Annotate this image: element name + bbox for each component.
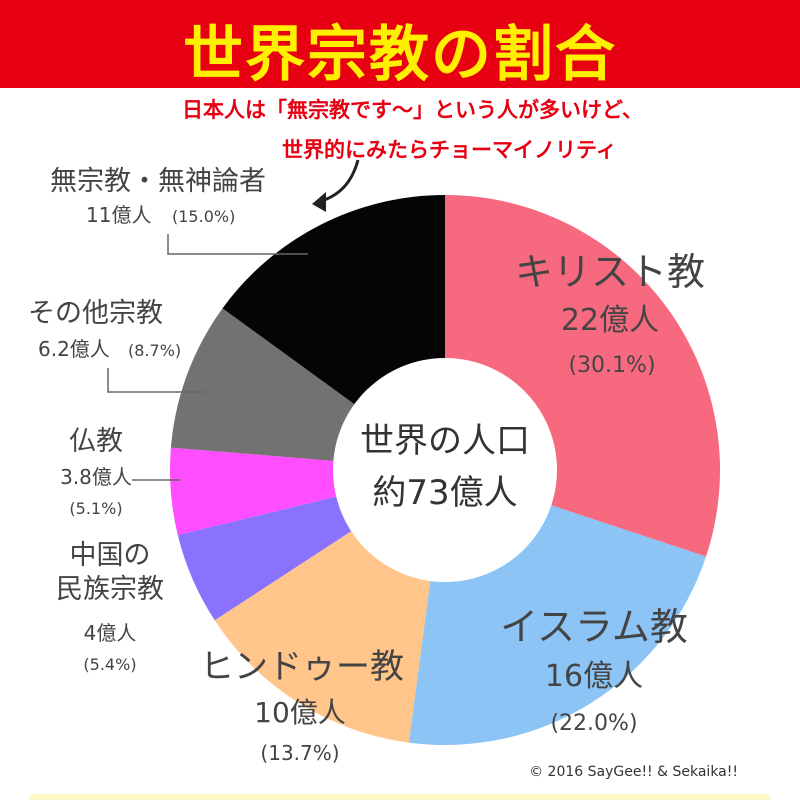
slice-value-other: 6.2億人 <box>38 337 110 361</box>
slice-label-christianity: キリスト教 <box>515 250 705 294</box>
slice-label-irreligious: 無宗教・無神論者 <box>50 166 266 197</box>
slice-value-hinduism: 10億人 <box>254 696 346 729</box>
slice-value-buddhism: 3.8億人 <box>60 465 132 489</box>
slice-percent-christianity: (30.1%) <box>568 353 655 378</box>
center-label-1: 世界の人口 <box>360 421 530 461</box>
leader-line-other <box>107 368 205 393</box>
center-label-2: 約73億人 <box>372 473 517 513</box>
slice-percent-irreligious: (15.0%) <box>172 207 235 226</box>
slice-percent-other: (8.7%) <box>128 341 181 360</box>
slice-value-chinese-folk: 4億人 <box>84 621 137 645</box>
chart-title: 世界宗教の割合 <box>183 20 617 90</box>
leader-line-irreligious <box>167 234 308 255</box>
arrow-head-icon <box>312 192 326 212</box>
slice-value-islam: 16億人 <box>545 659 643 694</box>
slice-value-irreligious: 11億人 <box>86 203 151 227</box>
slice-value-christianity: 22億人 <box>561 303 659 338</box>
slice-label-other: その他宗教 <box>28 298 163 329</box>
bottom-strip <box>30 794 770 800</box>
leader-lines <box>107 234 308 481</box>
slice-label-chinese-folk: 中国の民族宗教 <box>56 540 164 605</box>
donut-hole <box>333 358 557 582</box>
slice-label-islam: イスラム教 <box>500 605 688 649</box>
slice-percent-chinese-folk: (5.4%) <box>83 655 136 674</box>
title-banner: 世界宗教の割合 <box>0 0 800 90</box>
slice-percent-islam: (22.0%) <box>550 711 637 736</box>
slice-percent-buddhism: (5.1%) <box>69 499 122 518</box>
copyright: © 2016 SayGee!! & Sekaika!! <box>529 764 738 780</box>
annotation-line-1: 日本人は「無宗教です～」という人が多いけど、 <box>182 98 643 122</box>
slice-percent-hinduism: (13.7%) <box>260 741 339 765</box>
annotation-line-2: 世界的にみたらチョーマイノリティ <box>282 138 617 162</box>
slice-label-hinduism: ヒンドゥー教 <box>200 647 404 687</box>
slice-label-buddhism: 仏教 <box>69 426 123 457</box>
